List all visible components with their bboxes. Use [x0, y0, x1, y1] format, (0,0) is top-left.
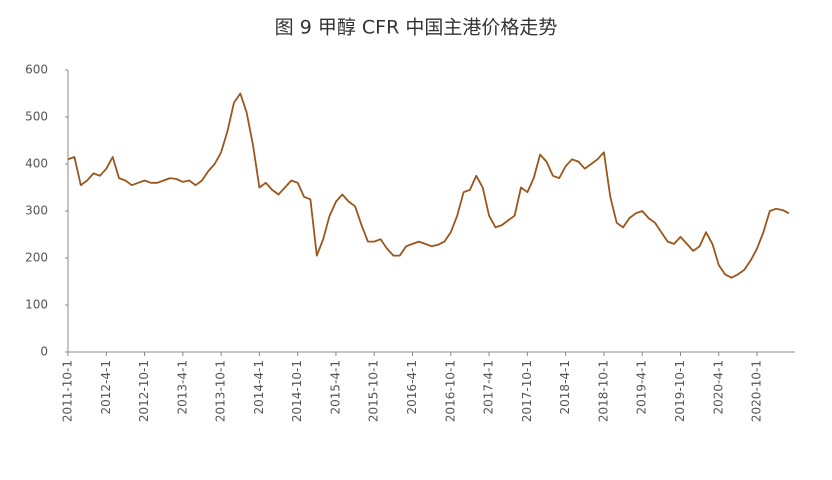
x-tick-label: 2015-10-1 — [367, 360, 381, 422]
x-tick-label: 2011-10-1 — [61, 360, 75, 422]
x-tick-label: 2014-4-1 — [252, 360, 266, 414]
x-tick-label: 2020-10-1 — [750, 360, 764, 422]
x-tick-label: 2013-4-1 — [175, 360, 189, 414]
y-tick-label: 0 — [40, 345, 48, 359]
y-tick-label: 600 — [25, 63, 48, 77]
x-tick-label: 2012-10-1 — [137, 360, 151, 422]
line-series — [67, 92, 790, 279]
x-tick-label: 2014-10-1 — [290, 360, 304, 422]
x-tick-label: 2013-10-1 — [214, 360, 228, 422]
x-tick-label: 2017-10-1 — [520, 360, 534, 422]
x-tick-label: 2012-4-1 — [99, 360, 113, 414]
x-tick-label: 2018-10-1 — [596, 360, 610, 422]
x-tick-label: 2015-4-1 — [328, 360, 342, 414]
x-tick-label: 2018-4-1 — [558, 360, 572, 414]
x-tick-label: 2020-4-1 — [711, 360, 725, 414]
y-tick-label: 200 — [25, 251, 48, 265]
x-tick-label: 2016-10-1 — [443, 360, 457, 422]
y-tick-label: 400 — [25, 157, 48, 171]
chart-title: 图 9 甲醇 CFR 中国主港价格走势 — [275, 17, 558, 39]
x-tick-label: 2019-4-1 — [635, 360, 649, 414]
x-tick-label: 2017-4-1 — [482, 360, 496, 414]
y-tick-label: 500 — [25, 110, 48, 124]
x-tick-label: 2019-10-1 — [673, 360, 687, 422]
x-tick-label: 2016-4-1 — [405, 360, 419, 414]
y-tick-label: 100 — [25, 298, 48, 312]
y-tick-label: 300 — [25, 204, 48, 218]
